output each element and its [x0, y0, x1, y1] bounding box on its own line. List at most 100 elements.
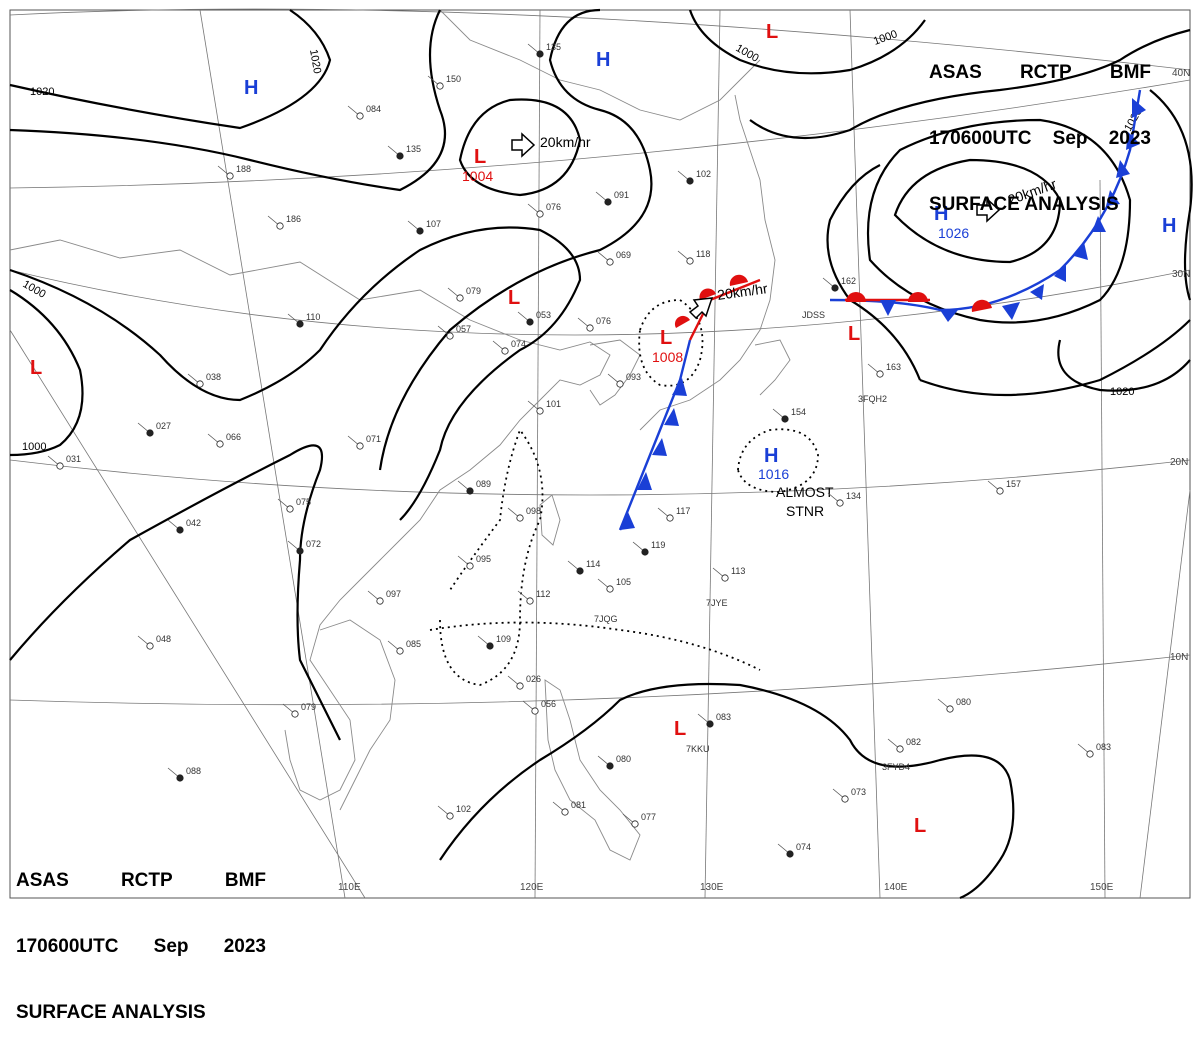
cold-front-triangle [1132, 98, 1146, 118]
station-circle [466, 487, 474, 495]
station-plot: 053 [517, 310, 551, 326]
station-circle [396, 647, 404, 655]
station-pressure: 082 [906, 737, 921, 747]
station-plot: 080 [597, 754, 631, 770]
station-pressure: 157 [1006, 479, 1021, 489]
cold-front-triangle [1030, 284, 1044, 300]
warm-front-bump [846, 292, 866, 302]
station-plot: 075 [277, 497, 311, 513]
header-month: Sep [153, 936, 189, 957]
station-pressure: 083 [716, 712, 731, 722]
station-pressure: 076 [546, 202, 561, 212]
high-center: H [1162, 215, 1176, 237]
stationary-note: STNR [786, 503, 824, 519]
station-pressure: 074 [796, 842, 811, 852]
station-plot: 048 [137, 634, 171, 650]
cold-front-triangle [1116, 160, 1130, 178]
isobar-1004-sw [9, 444, 341, 741]
station-plot: 085 [387, 639, 421, 655]
station-pressure: 102 [696, 169, 711, 179]
station-pressure: 081 [571, 800, 586, 810]
coast-north [439, 9, 761, 121]
isobar-1008-west [9, 226, 582, 521]
warm-front-bump [971, 299, 992, 312]
isobar-1020-outer [826, 164, 1191, 397]
station-plot: 107 [407, 219, 441, 235]
coast-asia [9, 239, 611, 801]
high-center: H [596, 49, 610, 71]
isobar-label: 1000 [22, 441, 46, 453]
low-center: L [30, 357, 42, 379]
station-circle [616, 380, 624, 388]
station-circle [296, 320, 304, 328]
station-circle [176, 774, 184, 782]
station-circle [586, 324, 594, 332]
station-circle [526, 318, 534, 326]
isobar-1008-central [378, 8, 653, 471]
station-circle [831, 284, 839, 292]
trough-philippine-sea [429, 621, 761, 671]
station-pressure: 072 [306, 539, 321, 549]
station-plot: 089 [457, 479, 491, 495]
station-pressure: 102 [456, 804, 471, 814]
station-pressure: 038 [206, 372, 221, 382]
header-agency: ASAS [929, 62, 982, 83]
station-circle [706, 720, 714, 728]
high-circle-1016 [737, 428, 819, 493]
station-plot: 186 [267, 214, 301, 230]
lat-label: 30N [1172, 269, 1190, 280]
station-pressure: 079 [466, 286, 481, 296]
station-plot: 188 [217, 164, 251, 180]
lon-line-120e [534, 9, 541, 899]
header-station: RCTP [1019, 62, 1072, 83]
station-plot: 101 [527, 399, 561, 415]
isobar-label: 1020 [307, 48, 323, 74]
station-pressure: 075 [296, 497, 311, 507]
station-plot: 088 [167, 766, 201, 782]
station-pressure: 101 [546, 399, 561, 409]
station-pressure: 098 [526, 506, 541, 516]
station-circle [996, 487, 1004, 495]
ship-callsign: 3FQH2 [858, 394, 887, 404]
station-plot: 079 [282, 702, 316, 718]
station-circle [641, 548, 649, 556]
station-circle [446, 332, 454, 340]
station-circle [781, 415, 789, 423]
ship-callsign: 3FYD4 [882, 762, 910, 772]
station-pressure: 117 [676, 506, 690, 516]
lon-line-140e [849, 9, 881, 899]
cold-front-triangle [620, 512, 635, 530]
isobar-1008-south [439, 682, 1015, 900]
station-circle [416, 227, 424, 235]
station-circle [721, 574, 729, 582]
lat-line-20n [9, 459, 1191, 496]
header-year: 2023 [223, 936, 266, 957]
station-circle [686, 177, 694, 185]
warm-front-bump [674, 315, 690, 328]
header-title: SURFACE ANALYSIS [929, 194, 1119, 215]
header-title: SURFACE ANALYSIS [16, 1002, 206, 1023]
cold-front-triangle [1002, 302, 1020, 320]
header-code: BMF [224, 870, 266, 891]
station-circle [176, 526, 184, 534]
station-circle [896, 745, 904, 753]
header-time: 170600UTC [929, 128, 1032, 149]
station-plot: 074 [492, 339, 526, 355]
ship-callsign: 7JQG [594, 614, 618, 624]
ship-callsign: 7JYE [706, 598, 728, 608]
weather-map: 1020 1020 1000 1000 1000 1020 1020 1000 [9, 8, 1193, 1023]
isobar-label: 1020 [1110, 386, 1134, 398]
lon-label: 130E [700, 882, 724, 893]
station-pressure: 107 [426, 219, 441, 229]
station-plot: 080 [937, 697, 971, 713]
cold-front-triangle [1074, 242, 1088, 260]
station-pressure: 154 [791, 407, 806, 417]
station-circle [561, 808, 569, 816]
cold-front-triangle [652, 438, 667, 456]
station-plot: 113 [712, 566, 745, 582]
lon-line-110e [199, 9, 346, 899]
station-pressure: 088 [186, 766, 201, 776]
low-pressure-value: 1008 [652, 349, 683, 365]
cold-front-triangle [880, 300, 896, 316]
station-circle [56, 462, 64, 470]
